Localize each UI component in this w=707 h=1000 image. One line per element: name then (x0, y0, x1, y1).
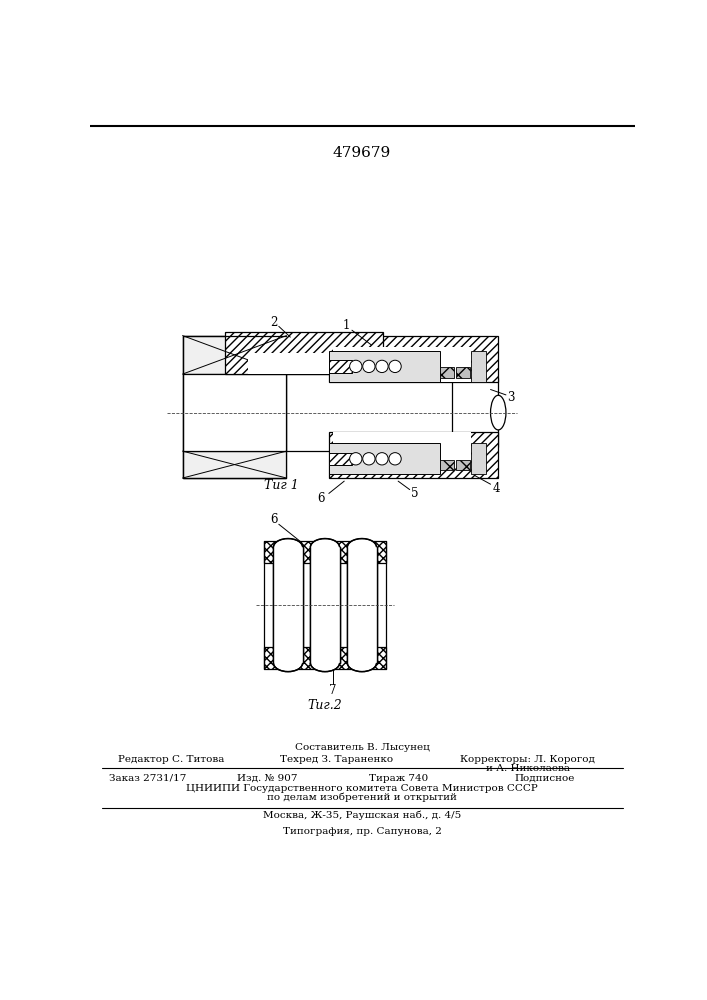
Circle shape (389, 453, 402, 465)
Circle shape (376, 453, 388, 465)
Bar (329, 336, 498, 382)
Bar (347, 547, 377, 663)
Bar (225, 332, 382, 374)
Text: ЦНИИПИ Государственного комитета Совета Министров СССР: ЦНИИПИ Государственного комитета Совета … (186, 784, 538, 793)
Bar (329, 432, 498, 478)
Bar (182, 451, 286, 478)
Circle shape (363, 360, 375, 373)
Text: Τиг.2: Τиг.2 (308, 699, 342, 712)
Circle shape (363, 453, 375, 465)
Text: 6: 6 (317, 492, 325, 505)
Bar (329, 443, 440, 474)
Text: и А. Николаева: и А. Николаева (486, 764, 570, 773)
Bar (264, 541, 386, 563)
Bar (310, 655, 339, 663)
Ellipse shape (491, 395, 506, 430)
Circle shape (350, 453, 362, 465)
Bar (471, 351, 486, 382)
Circle shape (350, 360, 362, 373)
Bar (264, 647, 386, 669)
Text: 3: 3 (508, 391, 515, 404)
Bar (452, 378, 498, 447)
Bar (286, 374, 467, 451)
Ellipse shape (347, 654, 377, 672)
Text: Редактор С. Титова: Редактор С. Титова (118, 755, 224, 764)
Bar (347, 655, 377, 663)
Text: Москва, Ж-35, Раушская наб., д. 4/5: Москва, Ж-35, Раушская наб., д. 4/5 (263, 811, 461, 820)
Text: Корректоры: Л. Корогод: Корректоры: Л. Корогод (460, 755, 595, 764)
Text: Подписное: Подписное (514, 774, 575, 783)
Text: по делам изобретений и открытий: по делам изобретений и открытий (267, 793, 457, 802)
Ellipse shape (310, 654, 339, 672)
Text: Типография, пр. Сапунова, 2: Типография, пр. Сапунова, 2 (283, 827, 441, 836)
Ellipse shape (310, 539, 339, 556)
Text: 5: 5 (411, 487, 419, 500)
Bar (310, 547, 339, 663)
Bar (456, 460, 469, 470)
Circle shape (389, 360, 402, 373)
Bar (333, 347, 472, 382)
Text: Техред З. Тараненко: Техред З. Тараненко (280, 755, 393, 764)
Text: Тираж 740: Тираж 740 (368, 774, 428, 783)
Bar (347, 547, 377, 555)
Bar (182, 336, 286, 374)
Bar (329, 351, 440, 382)
Circle shape (376, 360, 388, 373)
Bar (274, 547, 303, 663)
Bar (310, 547, 339, 555)
Text: 7: 7 (329, 684, 337, 697)
Text: 1: 1 (343, 319, 350, 332)
Text: 4: 4 (492, 482, 500, 495)
Text: 479679: 479679 (333, 146, 391, 160)
Bar (471, 443, 486, 474)
Text: Изд. № 907: Изд. № 907 (237, 774, 298, 783)
Text: 6: 6 (270, 513, 278, 526)
Bar (248, 353, 360, 374)
Bar (333, 432, 472, 466)
Bar (274, 547, 303, 555)
Text: Τиг 1: Τиг 1 (264, 479, 298, 492)
Bar (182, 374, 286, 451)
Ellipse shape (274, 539, 303, 556)
Bar (440, 367, 455, 378)
Text: 2: 2 (269, 316, 277, 329)
Text: Составитель В. Лысунец: Составитель В. Лысунец (295, 743, 429, 752)
Ellipse shape (347, 539, 377, 556)
Bar (329, 360, 352, 373)
Bar (274, 655, 303, 663)
Bar (456, 367, 469, 378)
Bar (182, 336, 286, 478)
Bar (329, 453, 352, 465)
Text: Заказ 2731/17: Заказ 2731/17 (109, 774, 187, 783)
Bar (440, 460, 455, 470)
Ellipse shape (274, 654, 303, 672)
